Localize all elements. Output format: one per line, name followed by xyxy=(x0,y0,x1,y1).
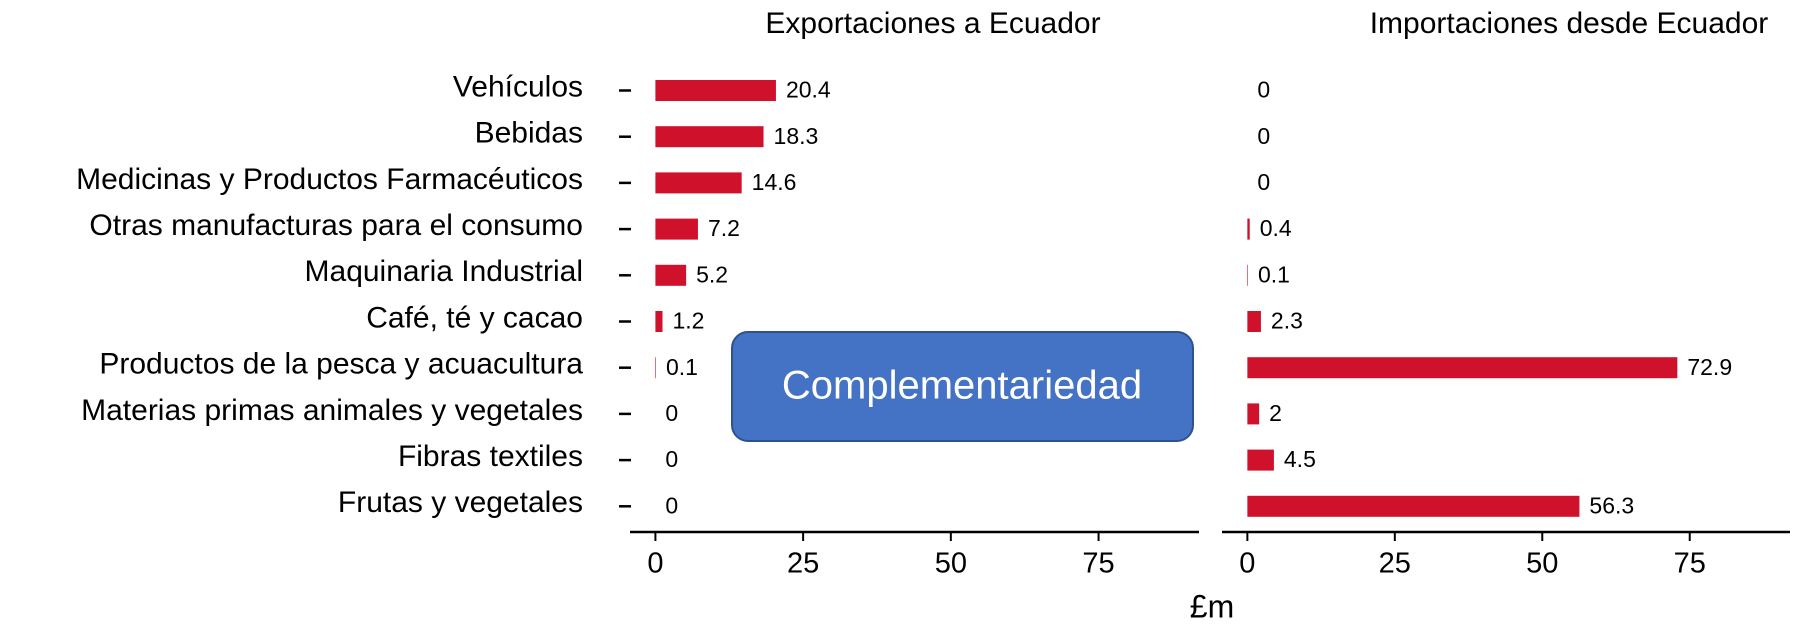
bar xyxy=(1247,403,1260,425)
category-label: Fibras textiles xyxy=(398,440,583,473)
value-label: 0 xyxy=(665,400,678,426)
value-label: 20.4 xyxy=(786,77,831,103)
category-label: Café, té y cacao xyxy=(366,301,583,334)
value-label: 72.9 xyxy=(1687,354,1732,380)
category-label: Materias primas animales y vegetales xyxy=(81,394,583,427)
value-label: 0 xyxy=(1257,169,1270,195)
bar xyxy=(655,172,742,194)
value-label: 0.1 xyxy=(666,354,698,380)
value-label: 2 xyxy=(1269,400,1282,426)
bar xyxy=(1247,311,1261,332)
bar xyxy=(1247,264,1248,286)
value-label: 0 xyxy=(1257,77,1270,103)
bar xyxy=(1247,218,1250,240)
bar xyxy=(1247,449,1274,471)
value-label: 0.4 xyxy=(1260,215,1292,241)
bar xyxy=(1247,495,1580,517)
bar xyxy=(655,357,656,379)
category-label: Productos de la pesca y acuacultura xyxy=(99,348,583,381)
category-label: Maquinaria Industrial xyxy=(305,255,583,288)
bar xyxy=(1247,357,1678,379)
category-label: Otras manufacturas para el consumo xyxy=(89,209,583,242)
bar xyxy=(655,126,764,148)
value-label: 0.1 xyxy=(1258,261,1290,287)
category-label: Bebidas xyxy=(475,117,583,150)
bar xyxy=(655,264,687,286)
x-tick-label: 50 xyxy=(1526,548,1558,580)
value-label: 5.2 xyxy=(696,261,728,287)
x-tick-label: 0 xyxy=(1239,548,1255,580)
annotation-box xyxy=(731,331,1194,442)
value-label: 56.3 xyxy=(1589,492,1634,518)
x-axis-label: £m xyxy=(1190,588,1234,624)
value-label: 0 xyxy=(665,446,678,472)
bar xyxy=(655,80,776,101)
panel-title: Exportaciones a Ecuador xyxy=(765,7,1100,40)
x-tick-label: 50 xyxy=(935,548,967,580)
value-label: 18.3 xyxy=(774,123,819,149)
value-label: 0 xyxy=(1257,123,1270,149)
annotation-text: Complementariedad xyxy=(782,364,1142,408)
category-label: Medicinas y Productos Farmacéuticos xyxy=(76,163,583,196)
value-label: 2.3 xyxy=(1271,308,1303,334)
value-label: 0 xyxy=(665,492,678,518)
panel-title: Importaciones desde Ecuador xyxy=(1370,7,1769,40)
value-label: 14.6 xyxy=(752,169,797,195)
x-tick-label: 75 xyxy=(1674,548,1706,580)
x-tick-label: 25 xyxy=(787,548,819,580)
value-label: 4.5 xyxy=(1284,446,1316,472)
value-label: 7.2 xyxy=(708,215,740,241)
x-tick-label: 75 xyxy=(1082,548,1114,580)
x-tick-label: 25 xyxy=(1379,548,1411,580)
x-tick-label: 0 xyxy=(647,548,663,580)
value-label: 1.2 xyxy=(672,308,704,334)
bar xyxy=(655,218,698,240)
category-label: Frutas y vegetales xyxy=(338,486,583,519)
bar xyxy=(655,311,663,332)
category-label: Vehículos xyxy=(453,70,583,103)
